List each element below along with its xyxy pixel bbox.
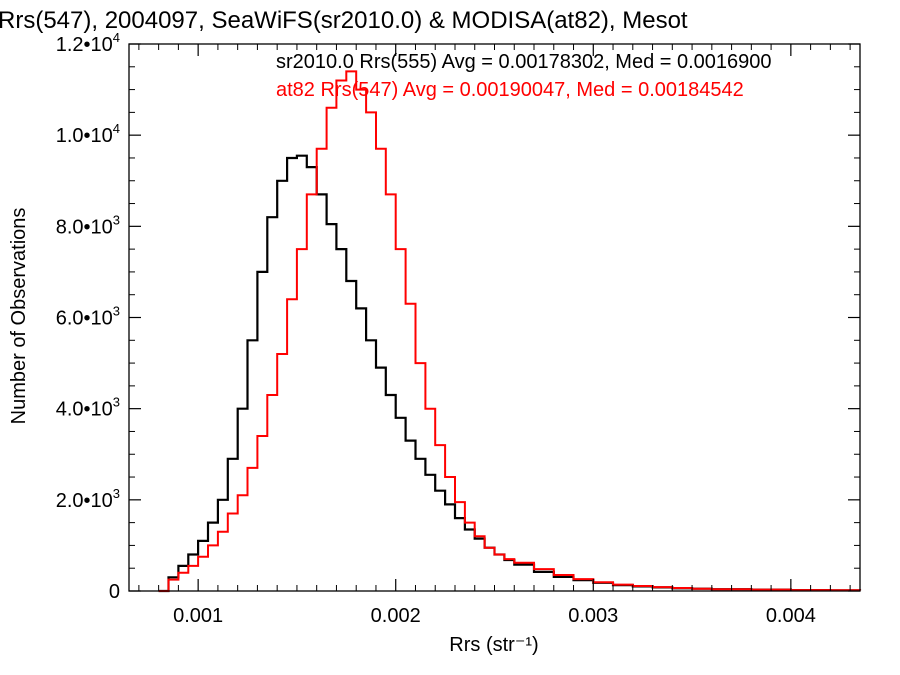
series-line-1 — [158, 70, 861, 592]
x-tick-label: 0.004 — [766, 605, 816, 627]
y-tick-labels: 0 2.0•103 4.0•103 6.0•103 8.0•103 1.0•104 1.2•… — [56, 30, 120, 603]
y-tick-label: 6.0•103 — [56, 304, 120, 330]
y-tick-label: 4.0•103 — [56, 395, 120, 421]
x-tick-label: 0.001 — [173, 605, 223, 627]
legend-entry-0: sr2010.0 Rrs(555) Avg = 0.00178302, Med … — [276, 51, 772, 73]
legend-entry-1: at82 Rrs(547) Avg = 0.00190047, Med = 0.… — [276, 79, 744, 101]
x-tick-label: 0.003 — [568, 605, 618, 627]
plot-area — [129, 43, 862, 593]
x-axis-label: Rrs (str⁻¹) — [449, 634, 538, 656]
y-axis-label: Number of Observations — [8, 208, 30, 425]
plot-frame — [128, 43, 861, 592]
y-tick-label: 1.2•104 — [56, 30, 120, 56]
y-tick-label: 1.0•104 — [56, 121, 120, 147]
x-tick-labels: 0.001 0.002 0.003 0.004 — [173, 605, 816, 627]
y-tick-label: 8.0•103 — [56, 212, 120, 238]
y-tick-label: 2.0•103 — [56, 486, 120, 512]
series-line-0 — [158, 154, 862, 593]
x-tick-label: 0.002 — [371, 605, 421, 627]
chart-title: Rrs(547), 2004097, SeaWiFS(sr2010.0) & M… — [0, 7, 688, 34]
y-tick-label: 0 — [109, 581, 120, 603]
